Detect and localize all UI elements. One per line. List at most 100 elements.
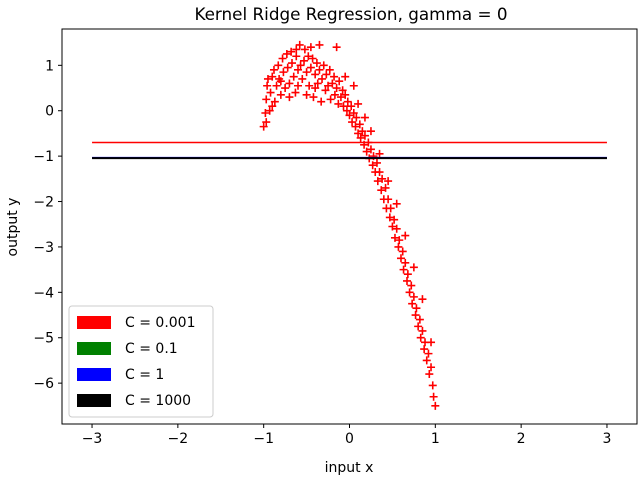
scatter-point — [398, 247, 407, 256]
scatter-point — [265, 106, 274, 115]
scatter-point — [261, 108, 270, 117]
scatter-point — [332, 84, 341, 93]
scatter-point — [352, 113, 361, 122]
scatter-point — [324, 81, 333, 90]
scatter-point — [378, 174, 387, 183]
scatter-point — [321, 86, 330, 95]
scatter-point — [295, 40, 304, 49]
scatter-point — [425, 370, 434, 379]
scatter-point — [270, 97, 279, 106]
scatter-point — [282, 49, 291, 58]
scatter-point — [403, 276, 411, 285]
scatter-point — [386, 204, 395, 213]
scatter-point — [283, 63, 292, 72]
scatter-points — [259, 40, 440, 410]
scatter-point — [259, 122, 268, 131]
y-tick-label: −6 — [33, 376, 54, 392]
scatter-point — [412, 304, 421, 313]
scatter-point — [349, 81, 358, 90]
scatter-point — [300, 45, 309, 54]
scatter-point — [262, 118, 271, 127]
scatter-point — [311, 70, 320, 79]
scatter-point — [272, 81, 281, 90]
y-tick-label: −4 — [33, 285, 54, 301]
scatter-point — [390, 215, 399, 224]
scatter-point — [401, 231, 410, 240]
scatter-point — [341, 90, 350, 99]
scatter-point — [341, 72, 350, 81]
scatter-point — [263, 74, 272, 83]
scatter-point — [332, 43, 341, 52]
scatter-point — [377, 186, 386, 195]
scatter-point — [268, 102, 277, 111]
scatter-point — [287, 47, 296, 56]
scatter-point — [356, 133, 365, 142]
scatter-point — [313, 79, 322, 88]
legend-label-2: C = 0.1 — [125, 341, 178, 357]
scatter-point — [300, 56, 309, 65]
scatter-point — [384, 177, 393, 186]
scatter-point — [322, 70, 331, 79]
scatter-point — [274, 61, 283, 70]
scatter-point — [335, 77, 344, 86]
scatter-point — [311, 84, 320, 93]
x-tick-label: 0 — [345, 431, 354, 447]
scatter-point — [399, 265, 408, 274]
legend-box — [68, 305, 214, 418]
scatter-point — [315, 65, 324, 74]
scatter-point — [408, 299, 417, 308]
scatter-point — [276, 90, 285, 99]
scatter-point — [281, 84, 290, 93]
scatter-point — [407, 281, 416, 290]
scatter-point — [388, 222, 397, 231]
scatter-point — [294, 65, 303, 74]
x-tick-label: −1 — [253, 431, 274, 447]
scatter-point — [429, 392, 438, 401]
legend-swatch-3 — [77, 368, 111, 381]
scatter-point — [306, 43, 315, 52]
scatter-point — [342, 106, 351, 115]
y-tick-label: −3 — [33, 240, 54, 256]
scatter-point — [334, 99, 343, 108]
scatter-point — [373, 177, 382, 186]
scatter-point — [296, 61, 305, 70]
scatter-point — [411, 311, 420, 320]
scatter-point — [289, 72, 298, 81]
scatter-point — [305, 81, 314, 90]
scatter-point — [418, 326, 427, 335]
scatter-point — [262, 95, 271, 104]
scatter-point — [354, 129, 363, 138]
scatter-point — [385, 213, 394, 222]
scatter-point — [348, 118, 357, 127]
legend-swatch-4 — [77, 394, 111, 407]
scatter-point — [298, 74, 307, 83]
scatter-point — [269, 65, 278, 74]
scatter-point — [345, 111, 354, 120]
scatter-point — [392, 224, 401, 233]
scatter-point — [428, 381, 437, 390]
scatter-point — [415, 315, 424, 324]
scatter-point — [266, 88, 275, 97]
scatter-point — [312, 59, 321, 68]
scatter-point — [355, 120, 364, 129]
scatter-point — [349, 108, 358, 117]
series-lines — [92, 141, 607, 160]
scatter-point — [285, 79, 294, 88]
scatter-point — [308, 54, 317, 63]
scatter-point — [263, 81, 272, 90]
scatter-point — [338, 86, 347, 95]
scatter-point — [375, 168, 384, 177]
chart-title: Kernel Ridge Regression, gamma = 0 — [194, 4, 507, 24]
scatter-point — [319, 61, 328, 70]
y-axis-label: output y — [5, 198, 21, 257]
scatter-point — [390, 233, 399, 242]
scatter-point — [414, 322, 423, 331]
x-tick-label: −2 — [168, 431, 189, 447]
scatter-point — [375, 149, 384, 158]
scatter-point — [279, 68, 288, 77]
scatter-point — [294, 81, 303, 90]
scatter-point — [427, 338, 436, 347]
scatter-point — [431, 401, 440, 410]
